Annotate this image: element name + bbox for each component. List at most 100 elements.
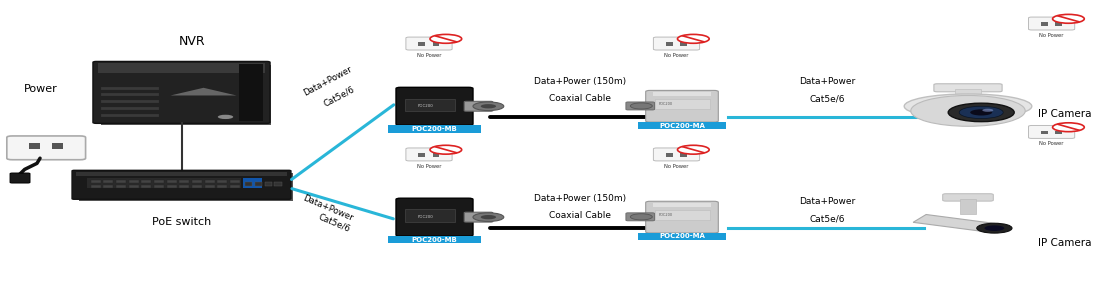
FancyBboxPatch shape: [230, 180, 240, 183]
Ellipse shape: [984, 225, 1004, 231]
Ellipse shape: [430, 145, 462, 154]
Text: Coaxial Cable: Coaxial Cable: [549, 94, 610, 103]
Text: Data+Power (150m): Data+Power (150m): [534, 77, 626, 86]
FancyBboxPatch shape: [1041, 22, 1047, 26]
FancyBboxPatch shape: [117, 185, 125, 188]
FancyBboxPatch shape: [88, 178, 242, 188]
FancyBboxPatch shape: [955, 89, 981, 99]
FancyBboxPatch shape: [388, 125, 482, 132]
Ellipse shape: [430, 34, 462, 43]
FancyBboxPatch shape: [396, 198, 473, 236]
FancyBboxPatch shape: [77, 172, 286, 176]
Ellipse shape: [977, 223, 1012, 233]
FancyBboxPatch shape: [405, 209, 455, 222]
FancyBboxPatch shape: [179, 185, 189, 188]
FancyBboxPatch shape: [396, 87, 473, 125]
Text: No Power: No Power: [664, 53, 689, 58]
Text: Data+Power: Data+Power: [799, 197, 856, 206]
FancyBboxPatch shape: [432, 153, 440, 157]
Text: POC200-MB: POC200-MB: [411, 126, 458, 132]
FancyBboxPatch shape: [230, 185, 240, 188]
FancyBboxPatch shape: [464, 212, 493, 222]
Text: Cat5e/6: Cat5e/6: [810, 94, 845, 103]
FancyBboxPatch shape: [653, 93, 717, 122]
FancyBboxPatch shape: [10, 173, 30, 183]
Ellipse shape: [678, 145, 710, 154]
FancyBboxPatch shape: [129, 180, 139, 183]
FancyBboxPatch shape: [666, 153, 672, 157]
FancyBboxPatch shape: [205, 180, 214, 183]
FancyBboxPatch shape: [154, 185, 164, 188]
Text: IP Camera: IP Camera: [1038, 238, 1091, 248]
FancyBboxPatch shape: [646, 91, 718, 122]
Ellipse shape: [970, 109, 992, 116]
FancyBboxPatch shape: [388, 236, 482, 243]
FancyBboxPatch shape: [218, 180, 228, 183]
Text: Data+Power: Data+Power: [301, 193, 354, 223]
FancyBboxPatch shape: [242, 178, 262, 188]
Text: No Power: No Power: [417, 164, 441, 169]
Ellipse shape: [218, 115, 233, 119]
FancyBboxPatch shape: [638, 122, 726, 129]
FancyBboxPatch shape: [255, 182, 263, 186]
FancyBboxPatch shape: [646, 201, 718, 233]
Text: POC200: POC200: [418, 215, 433, 218]
FancyBboxPatch shape: [240, 64, 264, 121]
FancyBboxPatch shape: [30, 143, 40, 149]
FancyBboxPatch shape: [90, 185, 101, 188]
FancyBboxPatch shape: [117, 180, 125, 183]
FancyBboxPatch shape: [244, 182, 253, 186]
Ellipse shape: [481, 104, 496, 108]
FancyBboxPatch shape: [653, 92, 711, 96]
Text: Power: Power: [24, 84, 57, 94]
FancyBboxPatch shape: [464, 101, 493, 111]
Text: POC200-MA: POC200-MA: [659, 233, 705, 239]
FancyBboxPatch shape: [943, 194, 993, 201]
FancyBboxPatch shape: [1028, 125, 1075, 138]
FancyBboxPatch shape: [167, 185, 177, 188]
Ellipse shape: [948, 103, 1014, 122]
FancyBboxPatch shape: [103, 185, 113, 188]
FancyBboxPatch shape: [418, 43, 425, 46]
FancyBboxPatch shape: [73, 170, 290, 199]
Ellipse shape: [630, 103, 652, 109]
FancyBboxPatch shape: [92, 61, 271, 123]
FancyBboxPatch shape: [1041, 131, 1047, 134]
FancyBboxPatch shape: [680, 153, 688, 157]
Text: POC200: POC200: [418, 104, 433, 107]
Text: Data+Power: Data+Power: [799, 77, 856, 86]
FancyBboxPatch shape: [654, 210, 710, 220]
Text: Data+Power: Data+Power: [302, 65, 353, 98]
FancyBboxPatch shape: [653, 203, 711, 207]
FancyBboxPatch shape: [265, 182, 273, 186]
Text: Cat5e/6: Cat5e/6: [810, 214, 845, 223]
Ellipse shape: [473, 102, 504, 111]
Ellipse shape: [911, 95, 1025, 126]
FancyBboxPatch shape: [654, 99, 710, 109]
FancyBboxPatch shape: [79, 173, 293, 201]
Ellipse shape: [982, 109, 993, 112]
Ellipse shape: [473, 213, 504, 221]
FancyBboxPatch shape: [406, 148, 452, 161]
Ellipse shape: [1053, 123, 1085, 132]
Ellipse shape: [1053, 14, 1085, 23]
FancyBboxPatch shape: [653, 148, 700, 161]
Ellipse shape: [630, 214, 652, 220]
Polygon shape: [913, 214, 1001, 232]
FancyBboxPatch shape: [218, 185, 228, 188]
FancyBboxPatch shape: [275, 182, 282, 186]
FancyBboxPatch shape: [191, 180, 202, 183]
Text: POC200-MB: POC200-MB: [411, 237, 458, 243]
Text: NVR: NVR: [179, 35, 206, 48]
FancyBboxPatch shape: [154, 180, 164, 183]
FancyBboxPatch shape: [666, 43, 672, 46]
FancyBboxPatch shape: [680, 43, 688, 46]
Text: POC200: POC200: [659, 102, 673, 106]
Text: POC200: POC200: [659, 213, 673, 217]
FancyBboxPatch shape: [653, 204, 717, 233]
FancyBboxPatch shape: [934, 84, 1002, 92]
FancyBboxPatch shape: [205, 185, 214, 188]
Text: Cat5e/6: Cat5e/6: [321, 84, 356, 108]
FancyBboxPatch shape: [141, 185, 152, 188]
FancyBboxPatch shape: [405, 99, 455, 111]
